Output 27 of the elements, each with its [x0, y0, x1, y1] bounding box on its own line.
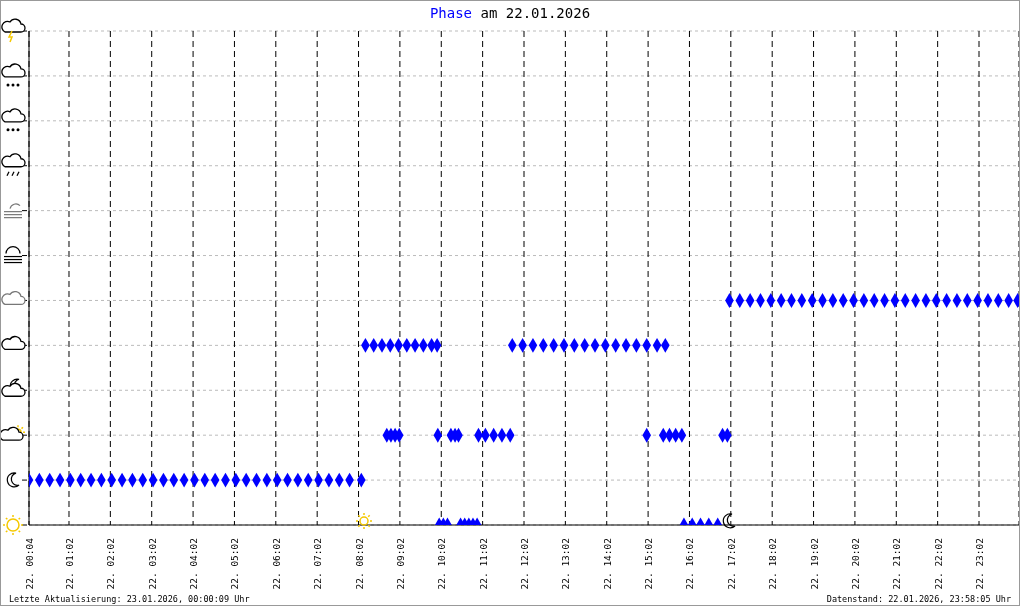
x-tick-label: 22. 20:02	[849, 538, 861, 590]
x-tick-label: 22. 01:02	[63, 538, 75, 590]
x-tick-label: 22. 17:02	[725, 538, 737, 590]
x-tick-label: 22. 16:02	[684, 538, 696, 590]
x-tick-label: 22. 11:02	[477, 538, 489, 590]
x-tick-label: 22. 15:02	[643, 538, 655, 590]
x-tick-label: 22. 00:04	[24, 537, 35, 590]
x-tick-label: 22. 10:02	[436, 538, 448, 590]
chart-title: Phase am 22.01.2026	[429, 5, 591, 21]
x-tick-label: 22. 09:02	[394, 538, 406, 590]
x-tick-label: 22. 23:02	[974, 538, 986, 590]
x-tick-label: 22. 12:02	[519, 538, 530, 590]
x-tick-label: 22. 22:02	[932, 538, 944, 590]
text: Letzte Aktualisierung: 23.01.2026, 00:00:09 Uhr	[9, 594, 250, 604]
x-tick-label: 22. 21:02	[891, 538, 903, 590]
text: Datenstand: 22.01.2026, 23:58:05 Uhr	[826, 594, 1011, 604]
x-tick-label: 22. 14:02	[601, 538, 613, 590]
x-tick-label: 22. 18:02	[767, 538, 779, 590]
x-tick-label: 22. 06:02	[270, 538, 282, 590]
x-tick-label: 22. 19:02	[808, 538, 820, 590]
x-tick-label: 22. 02:02	[105, 538, 117, 590]
x-tick-label: 22. 04:02	[188, 538, 200, 590]
x-tick-label: 22. 07:02	[312, 538, 324, 590]
x-tick-label: 22. 03:02	[146, 538, 158, 590]
x-tick-label: 22. 05:02	[229, 538, 241, 590]
x-tick-label: 22. 13:02	[560, 538, 572, 590]
x-tick-label: 22. 08:02	[353, 538, 365, 590]
